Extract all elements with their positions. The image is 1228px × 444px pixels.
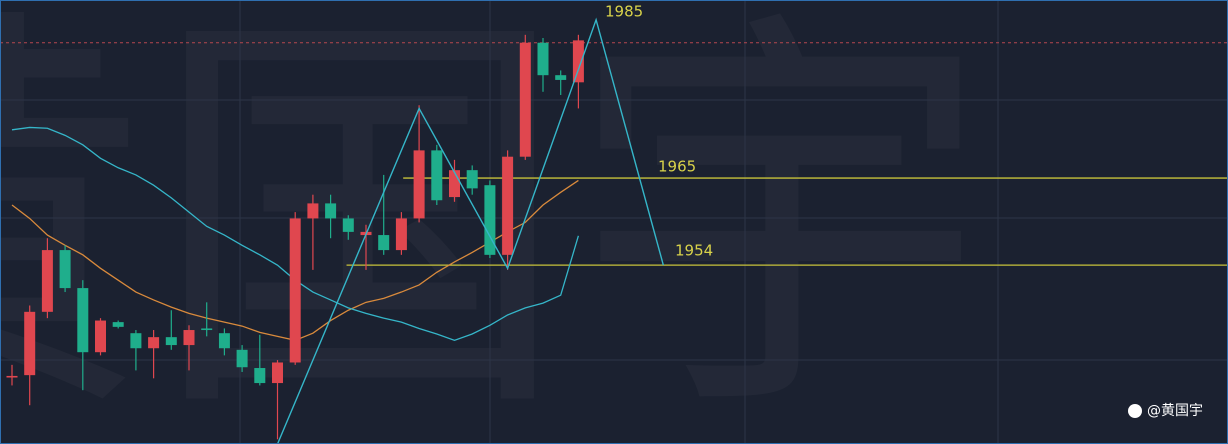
candle-body [537,42,549,76]
level-label: 1965 [658,158,696,176]
candle-body [272,362,283,384]
peak-label: 1985 [605,3,643,21]
plot [0,17,1228,444]
candle-body [484,185,496,255]
candle-body [449,170,460,198]
candle-body [112,322,124,327]
candle-body [466,170,478,189]
candle-body [236,349,248,368]
candle-body [307,203,319,219]
candle-body [130,333,142,349]
candle-body [519,42,531,157]
candle-body [555,75,567,80]
candle-body [183,330,195,346]
candle-body [148,337,160,349]
candle-body [201,328,213,331]
candle-body [413,150,425,219]
credit-icon [1128,404,1142,418]
candle-body [218,333,230,349]
candle-body [41,250,53,312]
candle-body [325,203,337,219]
credit-text: @黄国宇 [1147,402,1203,419]
pattern-line [276,17,665,444]
candle-body [289,218,301,363]
candle-body [502,156,514,255]
candle-body [431,150,443,201]
level-label: 1954 [675,242,713,260]
candle-body [378,235,390,251]
candle-body [395,218,407,251]
candle-body [95,320,106,353]
candle-body [254,368,266,384]
candle-body [6,375,18,378]
candle-body [165,337,177,346]
candle-body [24,311,36,376]
credit: @黄国宇 [1128,402,1203,419]
candle-body [342,218,354,232]
candle-body [59,250,71,289]
candle-body [572,40,584,83]
candle-body [77,288,89,353]
